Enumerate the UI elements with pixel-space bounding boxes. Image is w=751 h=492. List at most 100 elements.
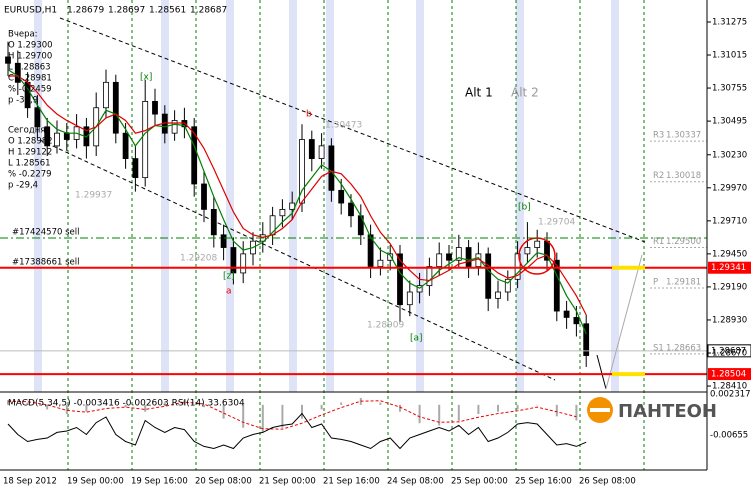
pivot-name: R1	[653, 237, 664, 247]
info-text: C 1.28981	[8, 74, 52, 84]
candle-body	[583, 323, 590, 356]
info-text: O 1.28982	[8, 137, 53, 147]
annotation: [z]	[223, 272, 235, 282]
x-tick-label: 18 Sep 2012	[3, 477, 57, 487]
macd-bar	[183, 400, 186, 405]
x-tick-label: 21 Sep 00:00	[259, 477, 316, 487]
candle-body	[152, 100, 158, 115]
macd-bar	[536, 404, 539, 406]
macd-bar	[144, 404, 147, 412]
y-tick-label: 1.31275	[712, 17, 747, 27]
candle-body	[514, 253, 521, 280]
candle-body	[63, 132, 70, 140]
plot	[5, 41, 590, 367]
header-value: 1.28561	[149, 6, 186, 16]
y-tick-label: 1.29710	[712, 216, 747, 226]
info-text: H 1.29700	[8, 52, 52, 62]
x-tick-label: 25 Sep 16:00	[515, 477, 572, 487]
candle-body	[54, 132, 60, 147]
y-tick-label: 1.30495	[712, 117, 747, 127]
logo-text: ПАНТЕОН	[618, 401, 717, 422]
candle-body	[132, 158, 139, 179]
pivot-value: 1.30018	[666, 171, 701, 181]
macd-bar	[85, 404, 88, 412]
header-value: 1.28679	[67, 6, 104, 16]
candle-body	[495, 291, 501, 299]
pivot-name: S1	[653, 343, 664, 353]
order-label: #17424570 sell	[12, 228, 79, 238]
info-text: p -31,9	[8, 96, 38, 106]
y-tick-label: 1.28670	[712, 348, 747, 358]
annotation: Alt 2	[511, 86, 539, 100]
candle-body	[534, 240, 541, 248]
price-box	[707, 344, 751, 358]
annotation: [b]	[518, 203, 531, 213]
macd-bar	[46, 404, 49, 410]
y-tick-label: 1.31015	[712, 51, 747, 61]
info-text: p -29,4	[8, 181, 38, 191]
pivot-name: R3	[653, 131, 664, 141]
session-band	[226, 0, 234, 392]
annotation: a	[226, 287, 232, 297]
price-box	[708, 261, 751, 274]
annotation: 1.28909	[367, 321, 404, 331]
candle-body	[14, 62, 21, 83]
logo: ПАНТЕОН	[587, 397, 717, 423]
candle-body	[367, 234, 374, 267]
candle-body	[485, 253, 492, 299]
macd-bar	[163, 402, 166, 405]
annotation: 1.29208	[180, 254, 217, 264]
pivot-value: 1.30337	[666, 131, 701, 141]
x-tick-label: 19 Sep 16:00	[131, 477, 188, 487]
macd-bar	[281, 404, 284, 428]
macd-bar	[438, 404, 441, 426]
candle-body	[171, 120, 178, 134]
candle-body	[210, 209, 217, 236]
macd-signal	[7, 400, 577, 430]
y-tick-label: 1.30230	[712, 150, 747, 160]
candle-body	[455, 247, 462, 261]
macd-bar	[65, 404, 68, 415]
x-tick-label: 25 Sep 00:00	[451, 477, 508, 487]
macd-bar	[340, 402, 343, 405]
y-tick-label: 1.29970	[712, 183, 747, 193]
macd-bar	[26, 402, 29, 405]
indicator-tick-label: 0.002317	[710, 390, 751, 400]
info-text: O 1.29300	[8, 41, 53, 51]
annotation: [x]	[140, 73, 152, 83]
candle-body	[308, 139, 315, 159]
session-band	[326, 0, 334, 392]
macd-bar	[203, 404, 205, 408]
macd-bar	[222, 404, 225, 419]
annotation: b	[306, 110, 312, 120]
forecast-line	[605, 254, 643, 390]
session-band	[516, 0, 524, 392]
pivot-name: R2	[653, 171, 664, 181]
y-tick-label: 1.28930	[712, 315, 747, 325]
y-tick-label: 1.29190	[712, 282, 747, 292]
session-band	[161, 0, 169, 392]
session-band	[416, 0, 424, 392]
highlight-circle	[518, 237, 556, 275]
annotation: Alt 1	[465, 86, 493, 100]
info-text: Вчера:	[8, 30, 38, 40]
candle-body	[436, 253, 443, 267]
annotation: [a]	[410, 334, 423, 344]
info-text: % -0.2279	[8, 170, 52, 180]
pivot-value: 1.29500	[666, 237, 701, 247]
candle-body	[553, 259, 560, 312]
candle-body	[377, 259, 384, 267]
candle-body	[230, 247, 237, 274]
macd-bar	[555, 404, 558, 417]
annotation: 1.29704	[538, 218, 575, 228]
pivot-value: 1.28663	[666, 343, 701, 353]
session-band	[34, 0, 42, 392]
info-text: H 1.29122	[8, 148, 52, 158]
macd-bar	[261, 404, 264, 433]
candle-body	[524, 247, 531, 255]
x-tick-label: 20 Sep 08:00	[195, 477, 252, 487]
candle-body	[122, 132, 129, 159]
